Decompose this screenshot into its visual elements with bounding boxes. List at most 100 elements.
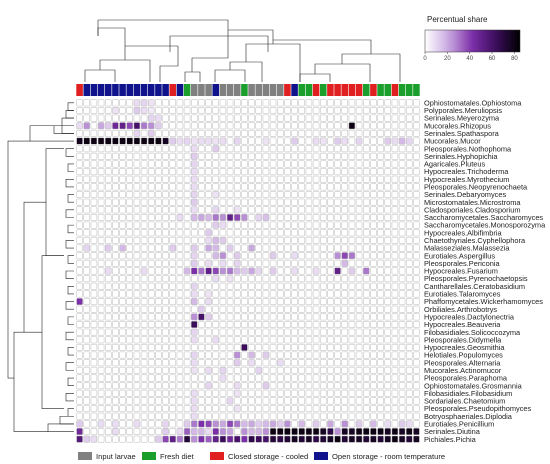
heatmap-cell bbox=[83, 435, 90, 443]
heatmap-cell bbox=[198, 343, 205, 351]
heatmap-cell bbox=[148, 106, 155, 114]
heatmap-cell bbox=[90, 405, 98, 413]
row-label: Eurotiales.Aspergillus bbox=[424, 251, 495, 260]
heatmap-cell bbox=[90, 397, 98, 405]
heatmap-cell bbox=[112, 106, 119, 114]
heatmap-cell bbox=[90, 129, 98, 137]
heatmap-cell bbox=[291, 420, 298, 428]
heatmap-cell bbox=[391, 382, 399, 390]
heatmap-cell bbox=[234, 137, 241, 145]
heatmap-cell bbox=[126, 114, 133, 122]
heatmap-cell bbox=[363, 328, 370, 336]
heatmap-cell bbox=[341, 351, 348, 359]
heatmap-cell bbox=[183, 137, 191, 145]
heatmap-cell bbox=[391, 129, 399, 137]
heatmap-cell bbox=[284, 122, 291, 130]
heatmap-cell bbox=[391, 183, 399, 191]
heatmap-cell bbox=[348, 275, 356, 283]
heatmap-cell bbox=[191, 351, 198, 359]
heatmap-cell bbox=[133, 175, 141, 183]
heatmap-cell bbox=[398, 275, 406, 283]
heatmap-cell bbox=[355, 282, 363, 290]
heatmap-cell bbox=[269, 214, 277, 221]
heatmap-cell bbox=[241, 382, 248, 390]
heatmap-cell bbox=[269, 267, 277, 275]
dendrogram-branch bbox=[65, 362, 74, 371]
row-label: Serinales.Diutina bbox=[424, 427, 481, 436]
heatmap-cell bbox=[119, 259, 126, 267]
heatmap-cell bbox=[320, 282, 327, 290]
heatmap-cell bbox=[320, 137, 327, 145]
row-label: Microstomatales.Microstroma bbox=[424, 198, 521, 207]
heatmap-cell bbox=[413, 282, 420, 290]
heatmap-cell bbox=[183, 305, 191, 313]
heatmap-cell bbox=[140, 405, 148, 413]
heatmap-cell bbox=[241, 374, 248, 382]
heatmap-cell bbox=[248, 435, 255, 443]
heatmap-cell bbox=[176, 397, 184, 405]
heatmap-cell bbox=[176, 252, 184, 260]
heatmap-cell bbox=[355, 191, 363, 199]
heatmap-cell bbox=[83, 282, 90, 290]
group-cell-open-storage-room-temperature bbox=[291, 84, 298, 96]
heatmap-cell bbox=[234, 129, 241, 137]
heatmap-cell bbox=[234, 267, 241, 275]
heatmap-cell bbox=[277, 160, 284, 168]
heatmap-cell bbox=[83, 206, 90, 214]
heatmap-cell bbox=[262, 236, 270, 244]
heatmap-cell bbox=[377, 374, 384, 382]
heatmap-cell bbox=[391, 282, 399, 290]
group-cell-input-larvae bbox=[190, 84, 198, 96]
heatmap-cell bbox=[255, 435, 262, 443]
heatmap-cell bbox=[90, 198, 98, 206]
heatmap-cell bbox=[334, 282, 341, 290]
heatmap-cell bbox=[398, 160, 406, 168]
heatmap-cell bbox=[205, 152, 212, 160]
heatmap-cell bbox=[126, 366, 133, 374]
heatmap-cell bbox=[198, 129, 205, 137]
heatmap-cell bbox=[76, 420, 83, 428]
heatmap-cell bbox=[212, 298, 219, 306]
heatmap-cell bbox=[148, 275, 155, 283]
group-cell-input-larvae bbox=[233, 84, 241, 96]
heatmap-cell bbox=[162, 252, 169, 260]
heatmap-cell bbox=[248, 298, 255, 306]
heatmap-cell bbox=[126, 321, 133, 328]
heatmap-cell bbox=[298, 397, 305, 405]
heatmap-cell bbox=[370, 114, 377, 122]
heatmap-cell bbox=[312, 374, 320, 382]
heatmap-cell bbox=[226, 343, 234, 351]
heatmap-cell bbox=[320, 428, 327, 436]
heatmap-cell bbox=[126, 435, 133, 443]
heatmap-cell bbox=[205, 137, 212, 145]
heatmap-cell bbox=[241, 168, 248, 176]
heatmap-cell bbox=[219, 259, 227, 267]
heatmap-cell bbox=[370, 198, 377, 206]
heatmap-cell bbox=[341, 412, 348, 420]
heatmap-cell bbox=[370, 206, 377, 214]
heatmap-cell bbox=[76, 252, 83, 260]
heatmap-cell bbox=[413, 313, 420, 321]
heatmap-cell bbox=[298, 244, 305, 252]
heatmap-cell bbox=[162, 382, 169, 390]
heatmap-cell bbox=[83, 336, 90, 344]
heatmap-cell bbox=[241, 183, 248, 191]
heatmap-cell bbox=[269, 160, 277, 168]
heatmap-cell bbox=[169, 359, 176, 367]
heatmap-cell bbox=[148, 305, 155, 313]
heatmap-cell bbox=[255, 183, 262, 191]
heatmap-cell bbox=[348, 206, 356, 214]
heatmap-cell bbox=[355, 313, 363, 321]
heatmap-cell bbox=[298, 168, 305, 176]
heatmap-cell bbox=[198, 282, 205, 290]
heatmap-cell bbox=[413, 175, 420, 183]
heatmap-cell bbox=[234, 382, 241, 390]
row-label: Ophiostomatales.Ophiostoma bbox=[424, 98, 522, 107]
heatmap-cell bbox=[155, 397, 162, 405]
heatmap-cell bbox=[291, 435, 298, 443]
heatmap-cell bbox=[320, 382, 327, 390]
heatmap-cell bbox=[198, 221, 205, 229]
heatmap-cell bbox=[97, 305, 105, 313]
heatmap-cell bbox=[312, 428, 320, 436]
heatmap-cell bbox=[241, 145, 248, 153]
